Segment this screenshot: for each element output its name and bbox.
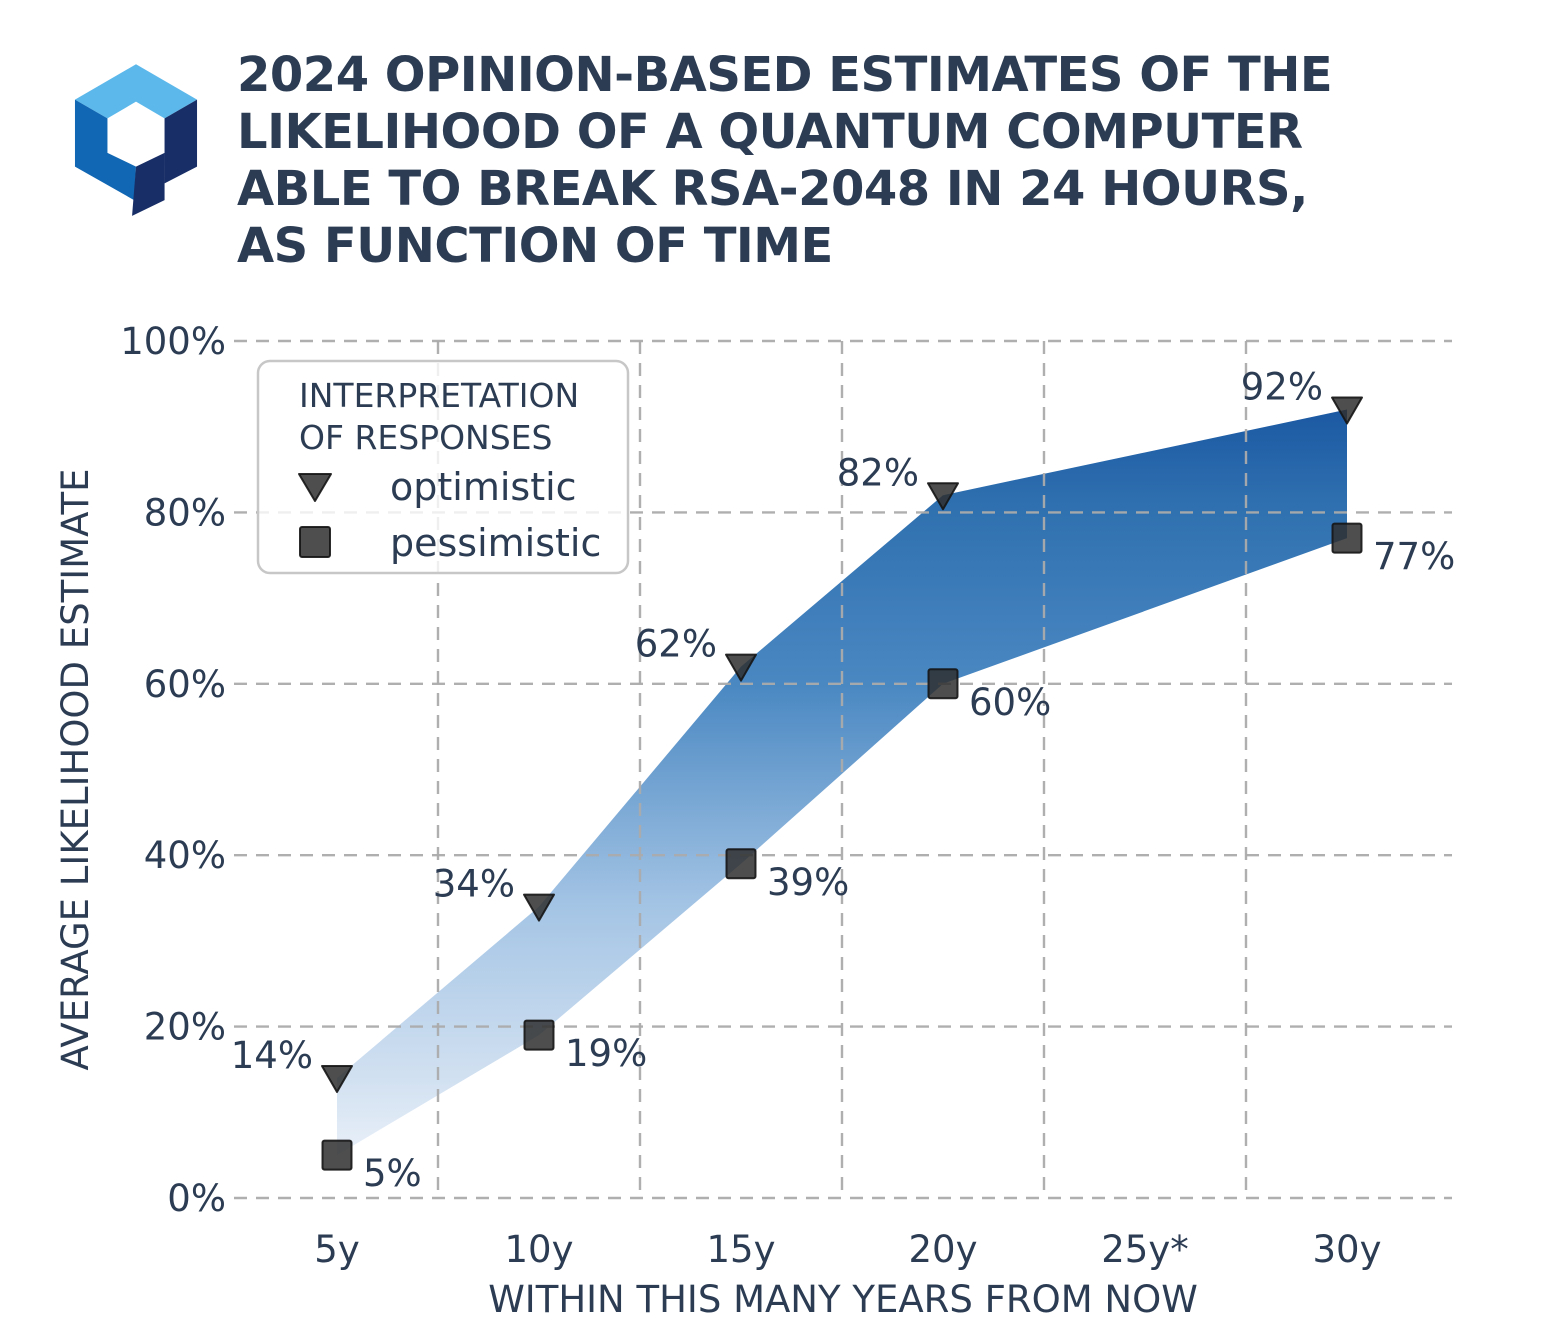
legend-pessimistic-marker-icon (300, 527, 330, 557)
y-tick-20: 20% (144, 1006, 226, 1049)
x-tick-10y: 10y (505, 1228, 574, 1271)
y-tick-40: 40% (144, 834, 226, 877)
data-label-pessimistic-20y: 60% (969, 681, 1051, 724)
y-tick-100: 100% (120, 320, 226, 363)
likelihood-range-chart: 14% 34% 62% 82% 92% 5% 19% 39% 60% 77% 0% 20% 40% 60%… (0, 0, 1548, 1330)
chart-legend: INTERPRETATION OF RESPONSES optimistic p… (258, 361, 628, 573)
data-label-optimistic-20y: 82% (837, 451, 919, 494)
data-label-optimistic-15y: 62% (635, 623, 717, 666)
x-tick-30y: 30y (1313, 1228, 1382, 1271)
x-axis-title: WITHIN THIS MANY YEARS FROM NOW (488, 1278, 1198, 1321)
pessimistic-marker-10y (525, 1021, 554, 1050)
legend-label-optimistic: optimistic (390, 465, 577, 509)
y-tick-0: 0% (167, 1177, 226, 1220)
data-label-pessimistic-15y: 39% (767, 861, 849, 904)
y-tick-60: 60% (144, 663, 226, 706)
data-label-pessimistic-30y: 77% (1373, 535, 1455, 578)
x-tick-20y: 20y (909, 1228, 978, 1271)
legend-label-pessimistic: pessimistic (390, 521, 601, 565)
x-tick-15y: 15y (707, 1228, 776, 1271)
legend-title-line-1: INTERPRETATION (299, 376, 579, 415)
pessimistic-marker-20y (929, 669, 958, 698)
data-label-pessimistic-10y: 19% (565, 1032, 647, 1075)
figure-canvas: 2024 OPINION-BASED ESTIMATES OF THE LIKE… (0, 0, 1548, 1330)
data-label-optimistic-10y: 34% (433, 863, 515, 906)
data-label-pessimistic-5y: 5% (363, 1152, 422, 1195)
pessimistic-marker-5y (323, 1141, 352, 1170)
data-label-optimistic-5y: 14% (231, 1034, 313, 1077)
pessimistic-marker-30y (1333, 524, 1362, 553)
legend-title-line-2: OF RESPONSES (299, 418, 552, 457)
x-tick-5y: 5y (314, 1228, 359, 1271)
pessimistic-marker-15y (727, 849, 756, 878)
y-tick-80: 80% (144, 491, 226, 534)
x-tick-25y*: 25y* (1101, 1228, 1188, 1271)
data-label-optimistic-30y: 92% (1241, 366, 1323, 409)
y-axis-title: AVERAGE LIKELIHOOD ESTIMATE (54, 468, 97, 1070)
